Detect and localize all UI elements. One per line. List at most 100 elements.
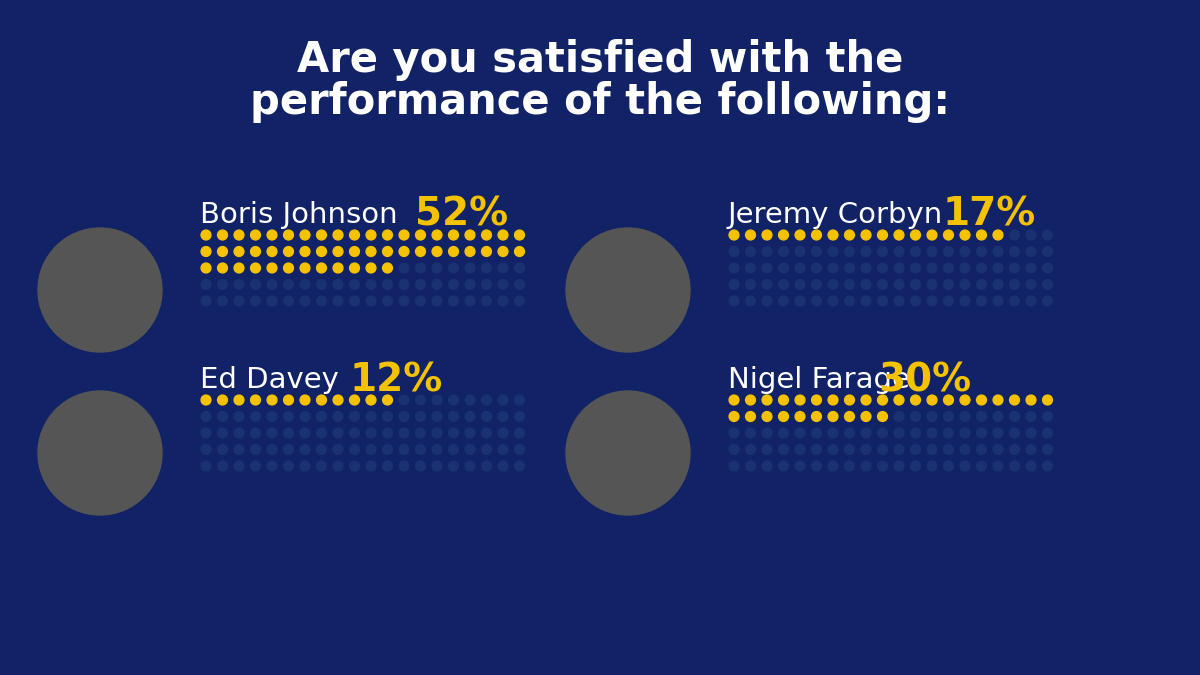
Circle shape (217, 445, 228, 454)
Circle shape (383, 412, 392, 421)
Circle shape (234, 461, 244, 471)
Circle shape (383, 230, 392, 240)
Circle shape (300, 428, 310, 438)
Circle shape (977, 412, 986, 421)
Circle shape (366, 428, 376, 438)
Circle shape (745, 395, 756, 405)
Circle shape (877, 246, 888, 256)
Circle shape (730, 428, 739, 438)
Circle shape (911, 461, 920, 471)
Circle shape (383, 461, 392, 471)
Circle shape (911, 412, 920, 421)
Circle shape (498, 428, 508, 438)
Circle shape (283, 412, 294, 421)
Circle shape (268, 230, 277, 240)
Circle shape (862, 246, 871, 256)
Circle shape (400, 246, 409, 256)
Circle shape (730, 263, 739, 273)
Circle shape (515, 445, 524, 454)
Circle shape (432, 445, 442, 454)
Circle shape (828, 246, 838, 256)
Circle shape (1009, 428, 1020, 438)
Circle shape (845, 263, 854, 273)
Circle shape (300, 395, 310, 405)
Circle shape (730, 395, 739, 405)
Circle shape (745, 412, 756, 421)
Circle shape (515, 230, 524, 240)
Circle shape (498, 412, 508, 421)
Circle shape (466, 296, 475, 306)
Circle shape (498, 263, 508, 273)
Circle shape (234, 395, 244, 405)
Circle shape (762, 412, 772, 421)
Circle shape (334, 263, 343, 273)
Circle shape (977, 445, 986, 454)
Circle shape (977, 395, 986, 405)
Circle shape (432, 428, 442, 438)
Circle shape (828, 461, 838, 471)
Circle shape (911, 395, 920, 405)
Circle shape (1026, 461, 1036, 471)
Circle shape (515, 412, 524, 421)
Circle shape (334, 296, 343, 306)
Circle shape (449, 263, 458, 273)
Circle shape (977, 461, 986, 471)
Circle shape (268, 263, 277, 273)
Circle shape (283, 263, 294, 273)
Circle shape (383, 296, 392, 306)
Circle shape (1026, 445, 1036, 454)
Text: Nigel Farage: Nigel Farage (728, 366, 910, 394)
Circle shape (977, 246, 986, 256)
Circle shape (960, 445, 970, 454)
Circle shape (217, 246, 228, 256)
Circle shape (466, 263, 475, 273)
Circle shape (1026, 428, 1036, 438)
Circle shape (251, 279, 260, 290)
Circle shape (400, 461, 409, 471)
Circle shape (960, 428, 970, 438)
Circle shape (877, 296, 888, 306)
Circle shape (1009, 461, 1020, 471)
Circle shape (911, 428, 920, 438)
Circle shape (911, 279, 920, 290)
Circle shape (268, 296, 277, 306)
Circle shape (415, 412, 426, 421)
Circle shape (928, 461, 937, 471)
Circle shape (762, 445, 772, 454)
Circle shape (1009, 412, 1020, 421)
Circle shape (730, 296, 739, 306)
Circle shape (994, 445, 1003, 454)
Circle shape (862, 461, 871, 471)
Circle shape (466, 428, 475, 438)
Circle shape (283, 428, 294, 438)
Circle shape (779, 395, 788, 405)
Circle shape (943, 461, 954, 471)
Circle shape (466, 279, 475, 290)
Circle shape (1043, 246, 1052, 256)
Circle shape (730, 445, 739, 454)
Circle shape (481, 412, 492, 421)
Circle shape (894, 445, 904, 454)
Circle shape (383, 445, 392, 454)
Circle shape (960, 412, 970, 421)
Circle shape (994, 279, 1003, 290)
Circle shape (349, 296, 360, 306)
Circle shape (943, 296, 954, 306)
Circle shape (828, 279, 838, 290)
Circle shape (217, 428, 228, 438)
Circle shape (449, 296, 458, 306)
Circle shape (251, 230, 260, 240)
Circle shape (449, 246, 458, 256)
Circle shape (432, 279, 442, 290)
Circle shape (1043, 263, 1052, 273)
Circle shape (415, 230, 426, 240)
Circle shape (449, 461, 458, 471)
Circle shape (217, 296, 228, 306)
Circle shape (334, 445, 343, 454)
Circle shape (828, 263, 838, 273)
Circle shape (1043, 230, 1052, 240)
Circle shape (466, 246, 475, 256)
Circle shape (415, 263, 426, 273)
Circle shape (566, 228, 690, 352)
Circle shape (400, 428, 409, 438)
